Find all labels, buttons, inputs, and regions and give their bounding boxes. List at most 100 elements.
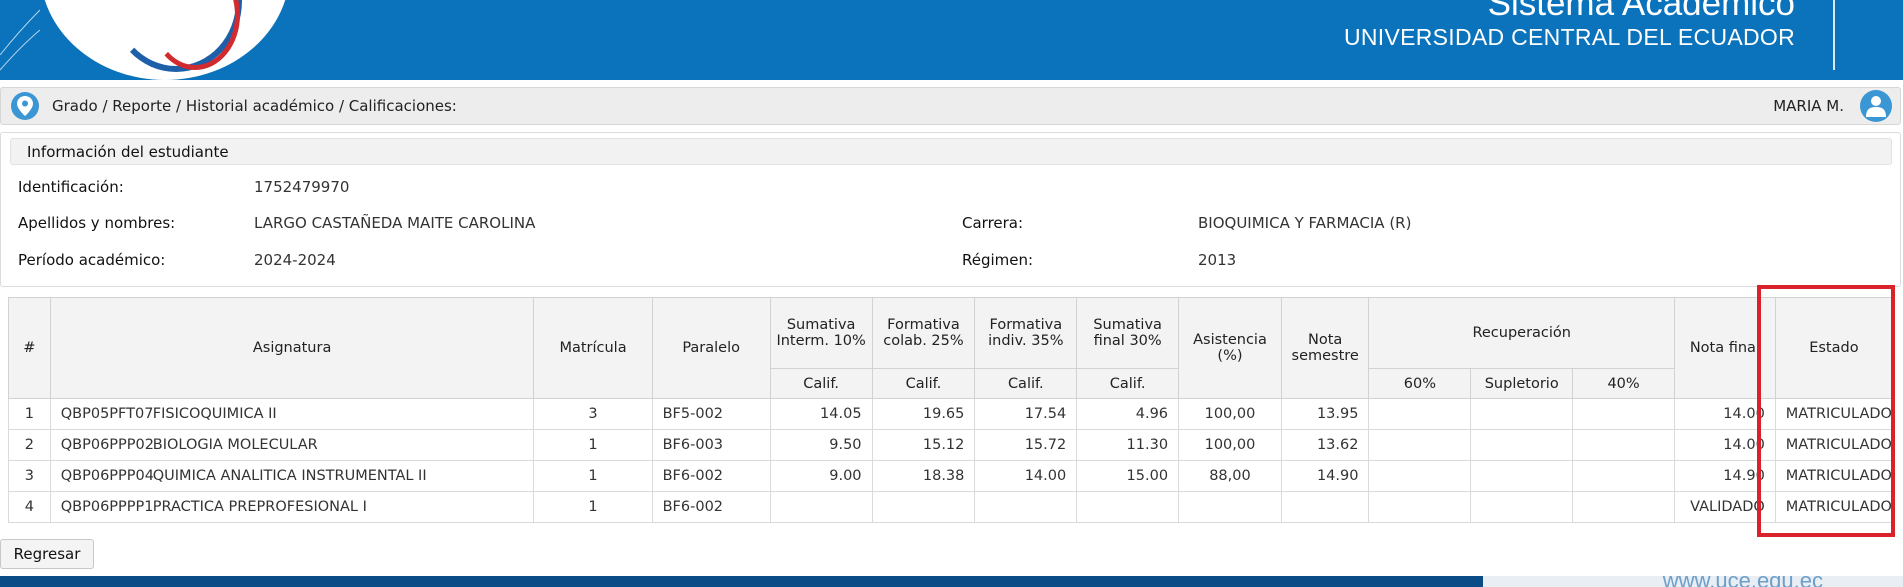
col-header-matricula[interactable]: Matrícula xyxy=(533,297,653,399)
footer-light-panel xyxy=(1483,576,1903,587)
row-nota-final-cell: 14.90 xyxy=(1673,460,1776,492)
row-formativa-indiv-cell xyxy=(974,491,1078,523)
row-sumativa-final-cell: 11.30 xyxy=(1076,429,1180,461)
col-header-paralelo[interactable]: Paralelo xyxy=(651,297,771,399)
row-asistencia-cell: 100,00 xyxy=(1178,398,1282,430)
table-row: 3 QBP06PPP04QUIMICA ANALITICA INSTRUMENTA… xyxy=(8,460,1894,492)
logo-lines-decoration xyxy=(0,9,40,71)
col-subheader-calif: Calif. xyxy=(871,368,976,399)
row-nota-semestre-cell: 14.90 xyxy=(1280,460,1370,492)
row-rec-60-cell xyxy=(1368,460,1472,492)
row-rec-60-cell xyxy=(1368,491,1472,523)
current-user-name[interactable]: MARIA M. xyxy=(1773,97,1844,115)
row-num-cell: 1 xyxy=(8,398,51,430)
col-header-nota-final: Nota final xyxy=(1673,297,1776,399)
row-nota-semestre-cell: 13.95 xyxy=(1280,398,1370,430)
row-sumativa-interm-cell: 9.50 xyxy=(769,429,873,461)
student-info-header: Información del estudiante xyxy=(10,138,1892,165)
row-rec-supletorio-cell xyxy=(1470,429,1574,461)
subject-name: PRACTICA PREPROFESIONAL I xyxy=(152,499,367,515)
col-header-sumativa-interm: Sumativa Interm. 10% xyxy=(769,297,873,369)
subject-code: QBP06PPPP1 xyxy=(60,499,154,515)
regresar-button[interactable]: Regresar xyxy=(0,539,94,569)
row-estado-cell: MATRICULADO xyxy=(1774,398,1894,430)
breadcrumb-path: Grado / Reporte / Historial académico / … xyxy=(52,97,457,115)
regimen-label: Régimen: xyxy=(962,251,1034,269)
row-rec-40-cell xyxy=(1572,460,1675,492)
table-row: 2 QBP06PPP02BIOLOGIA MOLECULAR 1 BF6-003 9.5… xyxy=(8,429,1894,461)
col-subheader-rec-60: 60% xyxy=(1368,368,1472,399)
row-num-cell: 2 xyxy=(8,429,51,461)
row-formativa-colab-cell xyxy=(871,491,976,523)
subject-name: BIOLOGIA MOLECULAR xyxy=(152,437,318,453)
subject-code: QBP06PPP02 xyxy=(60,437,154,453)
row-asignatura-cell: QBP05PFT07FISICOQUIMICA II xyxy=(49,398,535,430)
row-formativa-indiv-cell: 15.72 xyxy=(974,429,1078,461)
header-divider xyxy=(1833,0,1835,70)
row-asistencia-cell: 100,00 xyxy=(1178,429,1282,461)
row-asignatura-cell: QBP06PPP04QUIMICA ANALITICA INSTRUMENTAL… xyxy=(49,460,535,492)
col-header-nota-semestre: Nota semestre xyxy=(1280,297,1370,399)
col-subheader-calif: Calif. xyxy=(974,368,1078,399)
row-sumativa-final-cell: 15.00 xyxy=(1076,460,1180,492)
row-paralelo-cell: BF6-002 xyxy=(651,460,771,492)
row-rec-60-cell xyxy=(1368,429,1472,461)
row-matricula-cell: 1 xyxy=(533,491,653,523)
row-rec-40-cell xyxy=(1572,398,1675,430)
regimen-value: 2013 xyxy=(1198,251,1237,269)
nombres-label: Apellidos y nombres: xyxy=(18,214,176,232)
row-rec-60-cell xyxy=(1368,398,1472,430)
carrera-label: Carrera: xyxy=(962,214,1024,232)
breadcrumb: Grado / Reporte / Historial académico / … xyxy=(0,87,1901,125)
row-asistencia-cell: 88,00 xyxy=(1178,460,1282,492)
row-matricula-cell: 3 xyxy=(533,398,653,430)
subject-name: FISICOQUIMICA II xyxy=(152,406,277,422)
student-info-panel: Información del estudiante Identificació… xyxy=(0,132,1901,287)
row-rec-supletorio-cell xyxy=(1470,491,1574,523)
row-formativa-colab-cell: 19.65 xyxy=(871,398,976,430)
periodo-value: 2024-2024 xyxy=(254,251,336,269)
row-nota-semestre-cell: 13.62 xyxy=(1280,429,1370,461)
row-rec-40-cell xyxy=(1572,429,1675,461)
table-row: 1 QBP05PFT07FISICOQUIMICA II 3 BF5-002 14.05… xyxy=(8,398,1894,430)
university-name: UNIVERSIDAD CENTRAL DEL ECUADOR xyxy=(1343,24,1795,50)
row-rec-40-cell xyxy=(1572,491,1675,523)
periodo-label: Período académico: xyxy=(18,251,166,269)
row-nota-final-cell: 14.00 xyxy=(1673,398,1776,430)
grades-table-wrapper: # Asignatura Matrícula Paralelo Sumativa… xyxy=(8,297,1894,523)
col-subheader-supletorio: Supletorio xyxy=(1470,368,1574,399)
location-pin-icon xyxy=(11,92,39,120)
row-sumativa-final-cell: 4.96 xyxy=(1076,398,1180,430)
row-asistencia-cell xyxy=(1178,491,1282,523)
row-sumativa-interm-cell: 14.05 xyxy=(769,398,873,430)
row-matricula-cell: 1 xyxy=(533,429,653,461)
row-formativa-colab-cell: 15.12 xyxy=(871,429,976,461)
col-header-sumativa-final: Sumativa final 30% xyxy=(1076,297,1180,369)
grades-table: # Asignatura Matrícula Paralelo Sumativa… xyxy=(8,297,1894,523)
row-num-cell: 3 xyxy=(8,460,51,492)
footer-url[interactable]: www.uce.edu.ec xyxy=(1663,576,1823,587)
system-title: Sistema Académico xyxy=(1487,0,1795,23)
row-asignatura-cell: QBP06PPPP1PRACTICA PREPROFESIONAL I xyxy=(49,491,535,523)
row-estado-cell: MATRICULADO xyxy=(1774,429,1894,461)
nombres-value: LARGO CASTAÑEDA MAITE CAROLINA xyxy=(254,214,536,232)
row-sumativa-interm-cell: 9.00 xyxy=(769,460,873,492)
subject-code: QBP05PFT07 xyxy=(60,406,154,422)
row-nota-final-cell: VALIDADO xyxy=(1673,491,1776,523)
col-header-formativa-colab: Formativa colab. 25% xyxy=(871,297,976,369)
subject-code: QBP06PPP04 xyxy=(60,468,154,484)
identificacion-label: Identificación: xyxy=(18,178,124,196)
row-num-cell: 4 xyxy=(8,491,51,523)
row-paralelo-cell: BF6-002 xyxy=(651,491,771,523)
col-header-num: # xyxy=(8,297,51,399)
student-info-title: Información del estudiante xyxy=(27,143,229,161)
row-sumativa-final-cell xyxy=(1076,491,1180,523)
subject-name: QUIMICA ANALITICA INSTRUMENTAL II xyxy=(152,468,427,484)
col-header-formativa-indiv: Formativa indiv. 35% xyxy=(974,297,1078,369)
row-formativa-colab-cell: 18.38 xyxy=(871,460,976,492)
carrera-value: BIOQUIMICA Y FARMACIA (R) xyxy=(1198,214,1412,232)
row-nota-semestre-cell xyxy=(1280,491,1370,523)
user-avatar-icon[interactable] xyxy=(1860,90,1892,122)
row-paralelo-cell: BF6-003 xyxy=(651,429,771,461)
col-header-asignatura[interactable]: Asignatura xyxy=(49,297,535,399)
